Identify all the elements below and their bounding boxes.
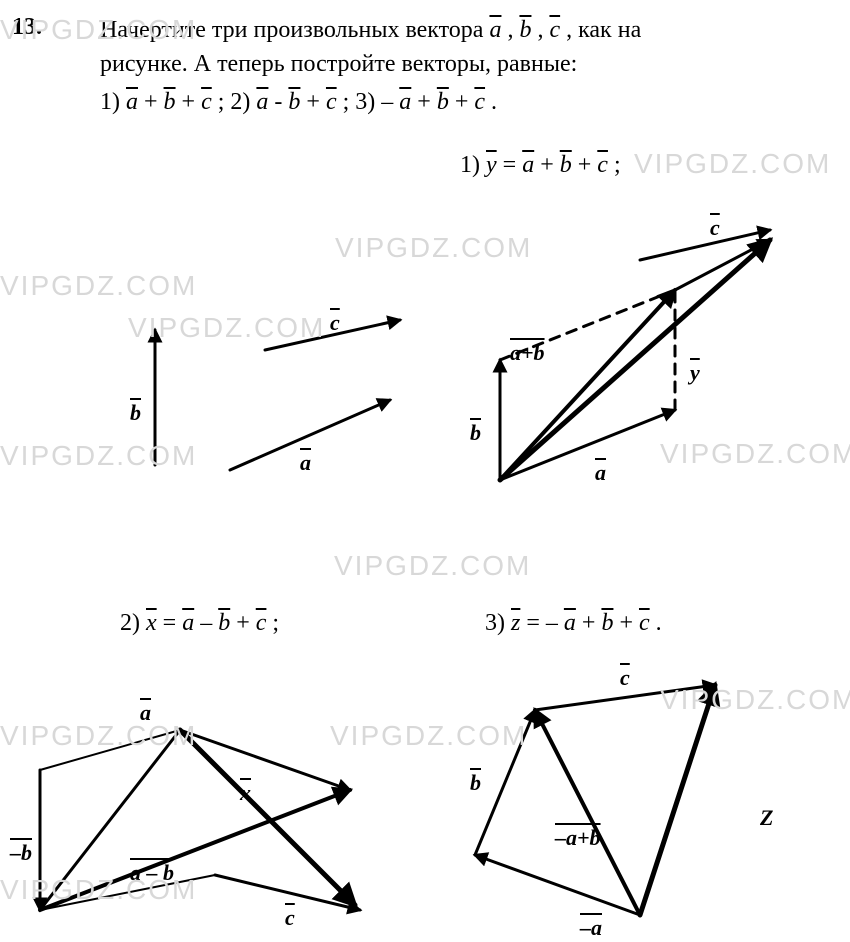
vector-label-a_plus_b: a+b [510, 340, 545, 366]
r-c: c [639, 610, 650, 636]
vector-label-a: a [140, 700, 151, 726]
diagram-given [100, 270, 420, 480]
answer-2-expr: 2) x = a – b + c ; [120, 610, 279, 637]
lhs: z [511, 610, 520, 636]
tail: ; [614, 152, 621, 178]
prefix: 2) [120, 610, 146, 636]
r-b: b [218, 610, 230, 636]
vector-label-b: b [470, 770, 481, 796]
vector-line [475, 710, 535, 855]
vector-line [500, 410, 675, 480]
watermark: VIPGDZ.COM [334, 550, 531, 582]
comma: , [507, 17, 519, 43]
p3-c: c [474, 89, 485, 115]
vector-line [500, 290, 675, 480]
sep2: ; 3) – [343, 89, 400, 115]
prefix: 1) [460, 152, 486, 178]
r-a: a [522, 152, 534, 178]
vector-line [535, 710, 640, 915]
lhs: x [146, 610, 157, 636]
answer-1-expr: 1) y = a + b + c ; [460, 152, 621, 179]
vector-line [40, 730, 180, 770]
p2-c: c [326, 89, 337, 115]
vec-b: b [519, 17, 531, 43]
vector-label-a_minus_b: a – b [130, 860, 174, 886]
vector-line [180, 730, 350, 790]
eq: = – [526, 610, 564, 636]
vector-label-x: x [240, 780, 251, 806]
p1-b: b [164, 89, 176, 115]
prefix: 3) [485, 610, 511, 636]
vector-label-neg_b: –b [10, 840, 32, 866]
problem-parts: 1) a + b + c ; 2) a - b + c ; 3) – a + b… [100, 86, 840, 120]
text: Начертите три произвольных вектора [100, 17, 489, 43]
p3-b: b [437, 89, 449, 115]
r-a: a [182, 610, 194, 636]
p1-prefix: 1) [100, 89, 126, 115]
p3-a: a [399, 89, 411, 115]
vec-a: a [489, 17, 501, 43]
problem-number: 13. [12, 14, 42, 41]
vector-label-a: a [595, 460, 606, 486]
sep1: ; 2) [218, 89, 257, 115]
tail: . [491, 89, 497, 115]
vector-label-b: b [470, 420, 481, 446]
tail: . [656, 610, 662, 636]
vector-label-b: b [130, 400, 141, 426]
problem-line-2: рисунке. А теперь постройте векторы, рав… [100, 48, 840, 82]
vector-line [180, 730, 355, 905]
p1-a: a [126, 89, 138, 115]
vector-label-c: c [285, 905, 295, 931]
r-c: c [597, 152, 608, 178]
watermark: VIPGDZ.COM [634, 148, 831, 180]
vector-line [640, 685, 715, 915]
eq: = [503, 152, 523, 178]
vector-label-y: y [690, 360, 700, 386]
vec-c: c [549, 17, 560, 43]
vector-label-c: c [620, 665, 630, 691]
vector-label-c: c [710, 215, 720, 241]
vector-label-c: c [330, 310, 340, 336]
p2-a: a [256, 89, 268, 115]
vector-line [40, 875, 215, 910]
r-c: c [256, 610, 267, 636]
diagram-d3 [430, 655, 840, 942]
lhs: y [486, 152, 497, 178]
diagram-d1 [440, 210, 800, 500]
problem-line-1: Начертите три произвольных вектора a , b… [100, 14, 840, 48]
vector-label-Z: Z [760, 805, 773, 831]
vector-label-a: a [300, 450, 311, 476]
r-a: a [564, 610, 576, 636]
p1-c: c [201, 89, 212, 115]
diagram-d2 [10, 680, 410, 940]
vector-label-neg_a: –a [580, 915, 602, 941]
p2-b: b [288, 89, 300, 115]
comma: , [537, 17, 549, 43]
vector-label-neg_a_plus_b: –a+b [555, 825, 601, 851]
r-b: b [601, 610, 613, 636]
eq: = [163, 610, 183, 636]
tail: ; [272, 610, 279, 636]
r-b: b [560, 152, 572, 178]
text: , как на [566, 17, 641, 43]
answer-3-expr: 3) z = – a + b + c . [485, 610, 662, 637]
